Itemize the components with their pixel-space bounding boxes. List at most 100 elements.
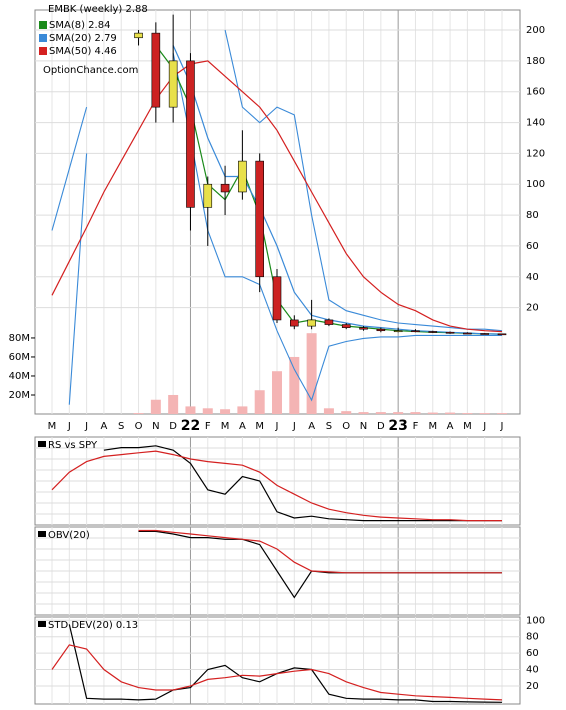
candle-body	[445, 331, 455, 334]
candle-body	[220, 183, 230, 193]
x-tick-label: M	[428, 421, 437, 432]
volume-bar	[168, 394, 179, 414]
y-tick-label: 20	[526, 681, 539, 692]
volume-bar	[427, 412, 438, 414]
volume-bar	[445, 412, 456, 414]
x-tick-label: M	[463, 421, 472, 432]
legend-swatch	[39, 47, 47, 55]
volume-bar	[393, 412, 404, 414]
y-tick-label: 20	[526, 303, 539, 314]
x-tick-label: 23	[388, 418, 407, 434]
x-tick-label: J	[84, 421, 88, 432]
legend-swatch	[39, 34, 47, 42]
y-tick-label: 180	[526, 56, 545, 67]
volume-bar	[358, 412, 369, 414]
chart-title: EMBK (weekly) 2.88	[48, 4, 148, 15]
legend-label: SMA(20) 2.79	[49, 33, 117, 44]
candle-body	[411, 330, 420, 333]
x-tick-label: S	[326, 421, 332, 432]
volume-bar	[254, 390, 265, 414]
x-tick-label: J	[500, 421, 504, 432]
x-tick-label: A	[308, 421, 315, 432]
x-tick-label: A	[239, 421, 246, 432]
x-tick-label: N	[360, 421, 367, 432]
x-tick-label: J	[67, 421, 71, 432]
candle-body	[255, 160, 264, 278]
annotation: OptionChance.com	[43, 65, 138, 76]
y-tick-label: 80	[526, 210, 539, 221]
volume-bar	[237, 406, 248, 414]
x-tick-label: J	[482, 421, 486, 432]
x-tick-label: A	[101, 421, 108, 432]
volume-bar	[497, 413, 507, 414]
x-tick-label: F	[413, 421, 419, 432]
volume-bar	[462, 413, 473, 414]
volume-bar	[289, 356, 300, 414]
y-tick-label: 200	[526, 25, 545, 36]
candle-body	[307, 319, 316, 327]
volume-bar	[375, 412, 386, 414]
legend-label: SMA(8) 2.84	[49, 20, 110, 31]
candle-body	[272, 276, 282, 321]
candle-body	[290, 319, 299, 327]
candle-body	[480, 333, 489, 335]
line	[103, 445, 502, 522]
line	[51, 60, 503, 333]
legend-swatch	[38, 531, 46, 537]
y2-tick-label: 20M	[9, 390, 30, 401]
legend-label: SMA(50) 4.46	[49, 46, 117, 57]
y2-tick-label: 40M	[9, 371, 30, 382]
x-tick-label: M	[255, 421, 264, 432]
candle-body	[203, 183, 213, 208]
line	[51, 644, 503, 701]
candle-body	[393, 330, 403, 333]
volume-bar	[220, 409, 231, 414]
candle-body	[359, 327, 368, 330]
candle-body	[151, 32, 161, 108]
y-tick-label: 40	[526, 665, 539, 676]
y-tick-label: 140	[526, 118, 545, 129]
volume-bar	[202, 408, 213, 414]
legend-swatch	[39, 21, 47, 29]
y-tick-label: 40	[526, 272, 539, 283]
x-tick-label: M	[48, 421, 57, 432]
candle-body	[463, 332, 472, 335]
volume-bar	[150, 399, 161, 414]
candle-body	[186, 60, 195, 208]
line	[68, 53, 502, 405]
x-tick-label: N	[152, 421, 159, 432]
panel-title: RS vs SPY	[48, 440, 98, 451]
panel-title: OBV(20)	[48, 530, 90, 541]
line	[138, 529, 502, 574]
y-tick-label: 100	[526, 179, 545, 190]
y-tick-label: 100	[526, 615, 545, 626]
y2-tick-label: 80M	[9, 333, 30, 344]
x-tick-label: D	[169, 421, 177, 432]
line	[51, 29, 503, 332]
volume-bar	[323, 408, 334, 414]
candle-body	[324, 319, 334, 325]
legend-swatch	[38, 621, 46, 627]
y-tick-label: 60	[526, 648, 539, 659]
line	[138, 530, 502, 599]
x-tick-label: 22	[181, 418, 200, 434]
y-tick-label: 80	[526, 632, 539, 643]
volume-bar	[272, 371, 282, 414]
x-tick-label: J	[275, 421, 279, 432]
candle-body	[238, 160, 247, 193]
candle-body	[376, 328, 386, 332]
x-tick-label: J	[292, 421, 296, 432]
volume-bar	[479, 413, 490, 414]
legend-swatch	[38, 441, 46, 447]
panel-title: STD DEV(20) 0.13	[48, 620, 138, 631]
x-tick-label: A	[447, 421, 454, 432]
candle-body	[497, 333, 507, 336]
candle-body	[168, 60, 178, 108]
volume-bar	[185, 406, 196, 414]
volume-bar	[410, 412, 421, 414]
line	[51, 450, 502, 522]
x-tick-label: D	[377, 421, 385, 432]
volume-bar	[133, 413, 144, 414]
x-tick-label: O	[135, 421, 143, 432]
